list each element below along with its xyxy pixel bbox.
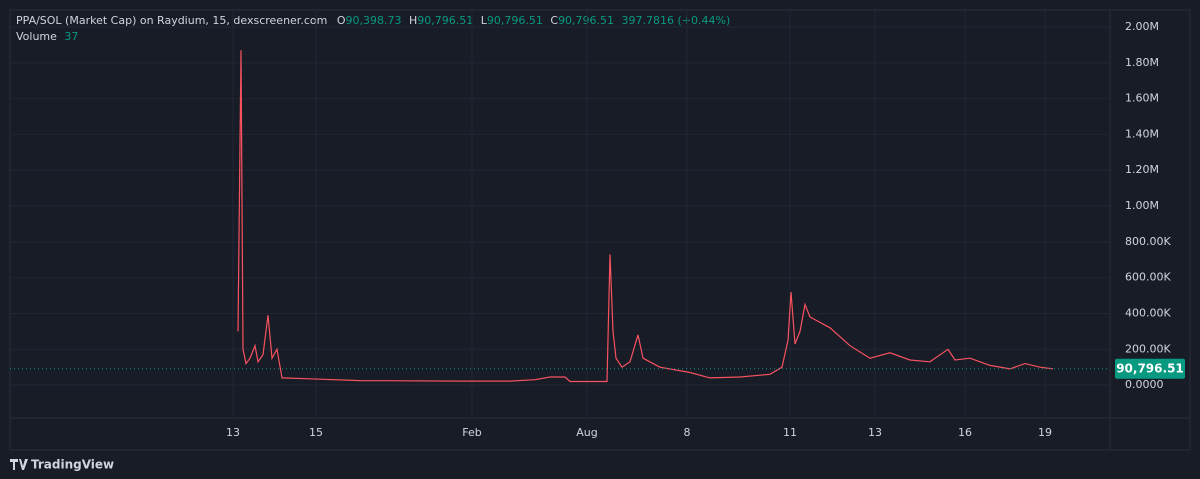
close-label: C: [550, 14, 558, 27]
x-tick-label: 8: [684, 426, 691, 439]
x-tick-label: 13: [226, 426, 240, 439]
open-label: O: [337, 14, 346, 27]
y-tick-label: 200.00K: [1125, 342, 1171, 355]
tradingview-logo: TradingView: [10, 458, 114, 472]
last-price-label: 90,796.51: [1116, 361, 1184, 375]
symbol-title: PPA/SOL (Market Cap) on Raydium, 15, dex…: [16, 14, 327, 27]
price-line: [237, 50, 1054, 383]
volume-label: Volume: [16, 30, 57, 43]
x-tick-label: 16: [958, 426, 972, 439]
low-label: L: [481, 14, 488, 27]
legend-line: PPA/SOL (Market Cap) on Raydium, 15, dex…: [16, 14, 730, 27]
y-tick-label: 600.00K: [1125, 271, 1171, 284]
y-tick-label: 2.00M: [1125, 20, 1159, 33]
x-tick-label: 13: [868, 426, 882, 439]
x-tick-label: Feb: [462, 426, 481, 439]
logo-icon: [10, 459, 28, 470]
open-value: 90,398.73: [346, 14, 402, 27]
x-tick-label: 15: [309, 426, 323, 439]
y-tick-label: 1.60M: [1125, 92, 1159, 105]
x-tick-label: Aug: [576, 426, 597, 439]
brand: TradingView: [31, 458, 114, 472]
y-tick-label: 1.40M: [1125, 127, 1159, 140]
high-value: 90,796.51: [417, 14, 473, 27]
volume-line: Volume 37: [16, 30, 78, 43]
y-tick-label: 0.0000: [1125, 378, 1164, 391]
change-value: 397.7816 (+0.44%): [622, 14, 731, 27]
last-price-box: [1115, 358, 1185, 379]
low-value: 90,796.51: [487, 14, 543, 27]
y-tick-label: 400.00K: [1125, 306, 1171, 319]
y-tick-label: 1.80M: [1125, 56, 1159, 69]
y-tick-label: 1.00M: [1125, 199, 1159, 212]
volume-value: 37: [64, 30, 78, 43]
frame: [9, 9, 1191, 451]
y-tick-label: 1.20M: [1125, 163, 1159, 176]
high-label: H: [409, 14, 417, 27]
close-value: 90,796.51: [558, 14, 614, 27]
x-tick-label: 11: [783, 426, 797, 439]
x-tick-label: 19: [1038, 426, 1052, 439]
y-tick-label: 800.00K: [1125, 235, 1171, 248]
